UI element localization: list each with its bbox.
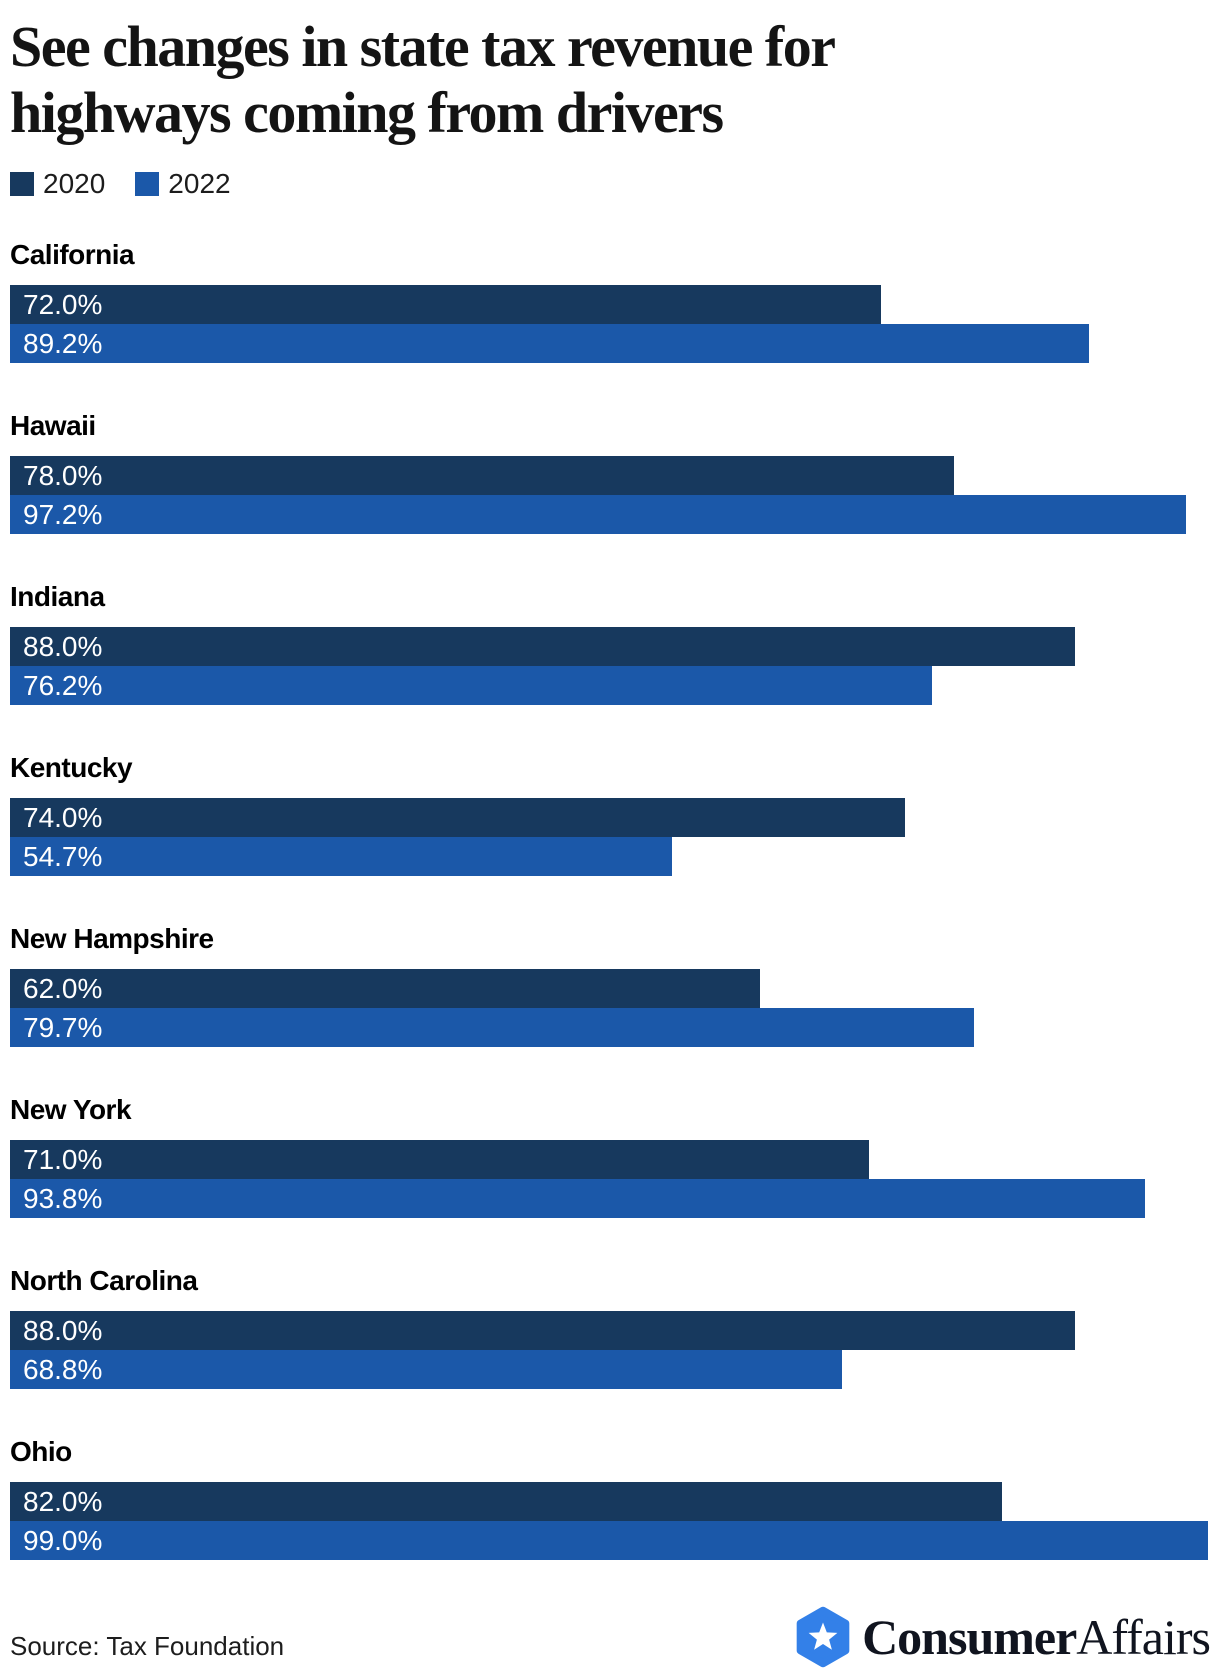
bar-2022: 76.2% xyxy=(10,666,933,705)
legend: 2020 2022 xyxy=(10,168,1220,200)
brand-wordmark-consumer: Consumer xyxy=(862,1609,1077,1665)
state-label: Hawaii xyxy=(10,410,96,441)
bar-value-label-2022: 93.8% xyxy=(23,1182,103,1214)
bar-2020: 82.0% xyxy=(10,1482,1003,1521)
state-row: California 72.0% 89.2% xyxy=(10,238,1220,363)
bar-2020: 88.0% xyxy=(10,1311,1075,1350)
bar-2020: 74.0% xyxy=(10,798,906,837)
bar-value-label-2022: 54.7% xyxy=(23,840,103,872)
footer: Source: Tax Foundation ConsumerAffairs xyxy=(10,1606,1211,1668)
state-row: Indiana 88.0% 76.2% xyxy=(10,580,1220,705)
bar-2022: 68.8% xyxy=(10,1350,843,1389)
bar-value-label-2022: 76.2% xyxy=(23,669,103,701)
bar-2022: 79.7% xyxy=(10,1008,975,1047)
bar-chart: California 72.0% 89.2% Hawaii 78.0% 97.2… xyxy=(10,238,1220,1560)
bar-2022: 99.0% xyxy=(10,1521,1208,1560)
state-row: Kentucky 74.0% 54.7% xyxy=(10,751,1220,876)
bar-value-label-2020: 71.0% xyxy=(23,1143,103,1175)
state-row: North Carolina 88.0% 68.8% xyxy=(10,1264,1220,1389)
state-label: New Hampshire xyxy=(10,923,214,954)
state-label: Kentucky xyxy=(10,752,133,783)
source-note: Source: Tax Foundation xyxy=(10,1631,285,1661)
bar-value-label-2020: 74.0% xyxy=(23,801,103,833)
state-row: New York 71.0% 93.8% xyxy=(10,1093,1220,1218)
legend-swatch xyxy=(135,172,160,196)
chart-title: See changes in state tax revenue for hig… xyxy=(10,14,1220,146)
state-row: Ohio 82.0% 99.0% xyxy=(10,1435,1220,1560)
bar-value-label-2020: 72.0% xyxy=(23,288,103,320)
bar-value-label-2020: 78.0% xyxy=(23,459,103,491)
bar-value-label-2022: 89.2% xyxy=(23,327,103,359)
legend-item: 2022 xyxy=(135,168,231,200)
bar-2020: 72.0% xyxy=(10,285,882,324)
legend-label: 2020 xyxy=(43,168,106,199)
bar-value-label-2022: 99.0% xyxy=(23,1524,103,1556)
bar-value-label-2022: 79.7% xyxy=(23,1011,103,1043)
legend-swatch xyxy=(10,172,34,196)
bar-2022: 97.2% xyxy=(10,495,1187,534)
state-label: California xyxy=(10,239,135,270)
bar-2020: 78.0% xyxy=(10,456,954,495)
bar-value-label-2020: 82.0% xyxy=(23,1485,103,1517)
consumeraffairs-logo: ConsumerAffairs xyxy=(795,1606,1211,1668)
bar-value-label-2020: 62.0% xyxy=(23,972,103,1004)
chart-title-line-1: See changes in state tax revenue for xyxy=(10,14,836,79)
bar-value-label-2022: 97.2% xyxy=(23,498,103,530)
bar-2022: 89.2% xyxy=(10,324,1090,363)
legend-item: 2020 xyxy=(10,168,105,200)
state-row: Hawaii 78.0% 97.2% xyxy=(10,409,1220,534)
hexagon-star-icon xyxy=(795,1606,851,1668)
state-row: New Hampshire 62.0% 79.7% xyxy=(10,922,1220,1047)
bar-2020: 88.0% xyxy=(10,627,1075,666)
bar-value-label-2020: 88.0% xyxy=(23,630,103,662)
state-label: Indiana xyxy=(10,581,105,612)
brand-wordmark: ConsumerAffairs xyxy=(862,1607,1211,1667)
bar-2020: 62.0% xyxy=(10,969,761,1008)
bar-2022: 93.8% xyxy=(10,1179,1145,1218)
brand-wordmark-affairs: Affairs xyxy=(1076,1609,1211,1665)
bar-2022: 54.7% xyxy=(10,837,672,876)
bar-value-label-2020: 88.0% xyxy=(23,1314,103,1346)
state-label: New York xyxy=(10,1094,132,1125)
state-label: North Carolina xyxy=(10,1265,198,1296)
bar-value-label-2022: 68.8% xyxy=(23,1353,103,1385)
legend-label: 2022 xyxy=(168,168,231,199)
bar-2020: 71.0% xyxy=(10,1140,870,1179)
state-label: Ohio xyxy=(10,1436,72,1467)
chart-title-line-2: highways coming from drivers xyxy=(10,80,724,145)
